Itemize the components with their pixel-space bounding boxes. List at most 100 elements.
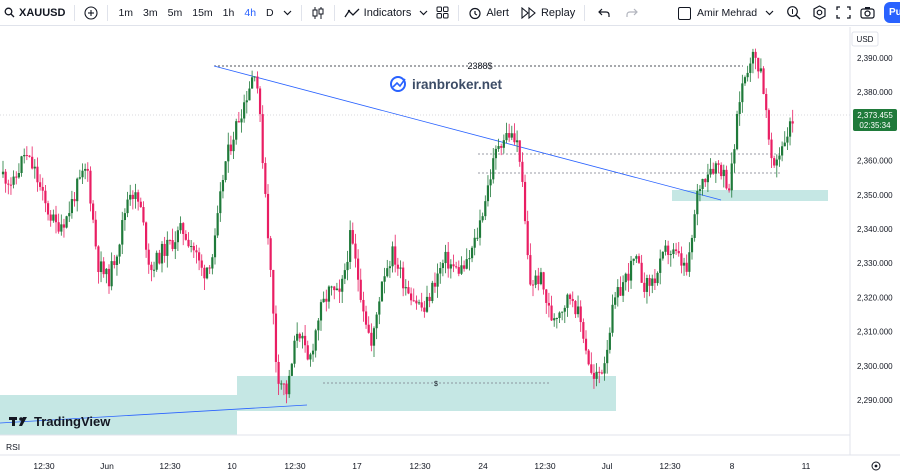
candles-icon (312, 6, 324, 19)
candle-down (139, 201, 142, 208)
candle-up (293, 340, 296, 364)
trend-line-down[interactable] (213, 65, 722, 201)
plot-area[interactable] (0, 27, 850, 435)
candle-up (152, 269, 156, 271)
candle-up (378, 301, 381, 315)
price-chart[interactable]: 2388$ $ iranbroker.net TradingView USD 2… (0, 27, 900, 476)
candle-down (266, 193, 270, 239)
tradingview-logo[interactable]: TradingView (9, 414, 111, 429)
candle-up (706, 174, 709, 183)
candle-down (415, 300, 418, 304)
candle-up (606, 349, 609, 364)
indicators-menu-button[interactable] (415, 0, 432, 26)
snapshot-button[interactable] (856, 0, 879, 26)
candle-down (187, 239, 190, 247)
candle-down (277, 361, 280, 384)
candle-down (433, 282, 437, 287)
candle-up (481, 216, 484, 221)
candle-up (688, 252, 691, 272)
candle-up (166, 239, 169, 256)
timeframe-1h[interactable]: 1h (222, 6, 235, 19)
candle-up (213, 235, 217, 258)
candle-down (627, 273, 630, 281)
trend-line-up[interactable] (0, 404, 308, 424)
candle-down (362, 299, 365, 312)
candle-up (775, 159, 778, 166)
candle-up (484, 201, 487, 217)
candle-up (245, 100, 248, 103)
divider (300, 4, 302, 21)
quick-search-button[interactable] (782, 0, 805, 26)
price-tick-label: 2,300.000 (857, 362, 893, 371)
candle-down (325, 298, 328, 302)
user-avatar-icon (678, 6, 691, 20)
candle-up (33, 166, 36, 169)
candle-down (513, 133, 516, 143)
candle-down (643, 282, 646, 292)
candle-up (690, 237, 694, 253)
currency-button[interactable] (851, 31, 879, 47)
time-axis[interactable]: 12:30 Jun 12:30 10 12:30 17 12:30 24 12:30 Jul 12:… (33, 461, 810, 471)
price-tick-label: 2,360.000 (857, 157, 893, 166)
fullscreen-button[interactable] (832, 0, 855, 26)
candle-down (272, 269, 275, 314)
candle-up (399, 267, 402, 269)
candle-down (542, 272, 545, 290)
candle-down (412, 300, 415, 302)
candle-up (288, 375, 291, 395)
timeframe-15m[interactable]: 15m (192, 6, 213, 19)
candle-down (394, 246, 397, 265)
divider (458, 4, 460, 21)
undo-button[interactable] (590, 0, 618, 26)
timeframe-1d[interactable]: D (266, 6, 274, 19)
user-menu[interactable]: Amir Mehrad (678, 0, 774, 26)
price-tick-label: 2,310.000 (857, 328, 893, 337)
chart-type-button[interactable] (307, 0, 329, 26)
symbol-search[interactable]: XAUUSD (0, 0, 69, 26)
timeframe-5m[interactable]: 5m (167, 6, 183, 19)
candle-up (661, 251, 664, 259)
replay-button[interactable]: Replay (517, 0, 579, 26)
candle-down (73, 199, 76, 202)
candle-up (118, 244, 121, 257)
layouts-button[interactable] (432, 0, 453, 26)
candle-down (208, 267, 211, 269)
candle-up (60, 224, 63, 232)
time-tick-label: 12:30 (534, 461, 556, 471)
indicators-button[interactable]: Indicators (340, 0, 416, 26)
candle-up (558, 312, 561, 318)
timeframe-4h[interactable]: 4h (244, 6, 257, 19)
candle-down (137, 192, 140, 202)
alert-button[interactable]: Alert (464, 0, 513, 26)
candle-up (190, 246, 193, 248)
candle-down (452, 264, 455, 267)
time-tick-label: Jul (602, 461, 613, 471)
candle-up (129, 194, 132, 200)
candle-up (221, 180, 225, 192)
timeframe-1m[interactable]: 1m (118, 6, 134, 19)
candle-down (584, 338, 588, 351)
redo-button[interactable] (618, 0, 646, 26)
candle-up (110, 261, 113, 287)
candle-down (92, 203, 95, 220)
candle-up (476, 237, 479, 239)
candle-up (123, 213, 126, 221)
candle-up (635, 256, 638, 259)
compare-symbol-button[interactable] (80, 0, 102, 26)
settings-button[interactable] (808, 0, 831, 26)
publish-button[interactable]: Pu (884, 2, 900, 23)
candle-down (402, 267, 405, 289)
interval-menu-button[interactable] (279, 0, 296, 26)
watermark: iranbroker.net (390, 76, 503, 92)
candle-up (235, 121, 238, 140)
time-axis-settings-icon[interactable] (871, 461, 881, 471)
candle-down (423, 307, 426, 312)
candle-down (531, 284, 535, 286)
candle-down (521, 161, 524, 182)
candle-up (566, 294, 569, 308)
indicators-label: Indicators (363, 6, 412, 19)
symbol-label: XAUUSD (19, 6, 66, 19)
price-axis[interactable]: USD 2,390.0002,380.0002,370.0002,360.000… (851, 31, 893, 405)
candle-down (44, 190, 47, 204)
timeframe-3m[interactable]: 3m (143, 6, 158, 19)
